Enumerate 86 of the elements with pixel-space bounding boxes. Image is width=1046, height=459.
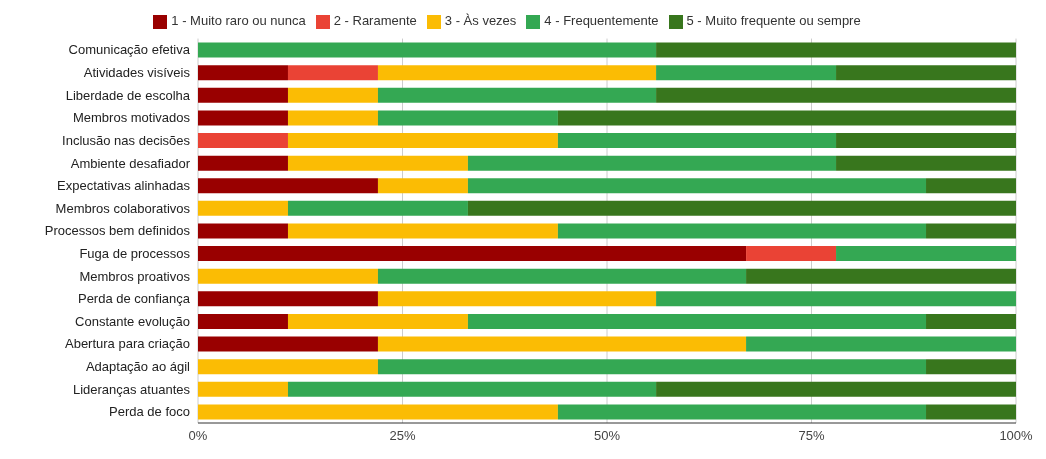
y-tick-label: Comunicação efetiva bbox=[68, 42, 191, 58]
y-tick-label: Membros motivados bbox=[72, 110, 191, 126]
bar bbox=[656, 291, 1016, 307]
bar bbox=[198, 42, 657, 58]
bar bbox=[287, 200, 468, 216]
bar bbox=[926, 178, 1016, 194]
y-tick-label: Ambiente desafiador bbox=[70, 155, 191, 171]
y-tick-label: Membros proativos bbox=[79, 268, 191, 284]
bar bbox=[836, 133, 1016, 149]
bar bbox=[198, 200, 288, 216]
legend-label: 1 - Muito raro ou nunca bbox=[171, 13, 306, 28]
y-tick-label: Perda de foco bbox=[109, 404, 190, 420]
bar bbox=[377, 336, 747, 352]
bar bbox=[656, 65, 837, 81]
bar bbox=[198, 110, 288, 126]
bar bbox=[926, 313, 1016, 329]
bar bbox=[198, 87, 288, 103]
bar bbox=[656, 42, 1016, 58]
bar bbox=[287, 87, 378, 103]
bar bbox=[198, 223, 288, 239]
bar bbox=[198, 133, 288, 149]
x-tick-label: 0% bbox=[188, 428, 208, 444]
bar bbox=[836, 155, 1016, 171]
bar bbox=[198, 313, 288, 329]
bar bbox=[198, 381, 288, 397]
bar bbox=[467, 313, 927, 329]
x-tick-label: 50% bbox=[593, 428, 621, 444]
bar bbox=[557, 133, 837, 149]
y-tick-label: Adaptação ao ágil bbox=[85, 359, 191, 375]
bar bbox=[656, 381, 1016, 397]
legend-label: 2 - Raramente bbox=[333, 13, 417, 28]
bar bbox=[198, 155, 288, 171]
y-tick-label: Expectativas alinhadas bbox=[57, 178, 191, 194]
bar bbox=[557, 404, 927, 420]
bar bbox=[287, 65, 378, 81]
bar bbox=[198, 404, 558, 420]
bar bbox=[377, 291, 657, 307]
bar bbox=[198, 336, 378, 352]
bar bbox=[467, 178, 927, 194]
bar bbox=[198, 291, 378, 307]
x-tick-label: 100% bbox=[999, 428, 1034, 444]
bar bbox=[377, 87, 657, 103]
y-tick-label: Fuga de processos bbox=[79, 246, 191, 262]
y-tick-label: Inclusão nas decisões bbox=[62, 132, 191, 148]
bar bbox=[836, 65, 1016, 81]
bar bbox=[287, 223, 558, 239]
bar bbox=[746, 268, 1016, 284]
bar bbox=[198, 359, 378, 375]
bar bbox=[467, 155, 837, 171]
bar bbox=[926, 404, 1016, 420]
bar bbox=[926, 359, 1016, 375]
x-tick-label: 75% bbox=[798, 428, 825, 444]
bar bbox=[287, 313, 468, 329]
y-tick-label: Liberdade de escolha bbox=[65, 87, 191, 103]
bar bbox=[287, 110, 378, 126]
y-tick-label: Processos bem definidos bbox=[44, 223, 191, 239]
y-tick-label: Membros colaborativos bbox=[55, 200, 191, 216]
bar bbox=[926, 223, 1016, 239]
legend-label: 4 - Frequentemente bbox=[544, 13, 659, 28]
y-tick-label: Lideranças atuantes bbox=[72, 381, 191, 397]
bar bbox=[557, 223, 927, 239]
bar bbox=[377, 178, 468, 194]
bar bbox=[746, 336, 1016, 352]
bar bbox=[746, 246, 837, 262]
bar bbox=[377, 359, 927, 375]
bar bbox=[287, 381, 657, 397]
bar bbox=[377, 268, 747, 284]
y-tick-label: Constante evolução bbox=[75, 313, 190, 329]
x-tick-label: 25% bbox=[389, 428, 416, 444]
legend-label: 3 - Às vezes bbox=[444, 13, 517, 28]
bar bbox=[287, 133, 558, 149]
bar bbox=[198, 65, 288, 81]
legend-label: 5 - Muito frequente ou sempre bbox=[686, 13, 861, 28]
y-tick-label: Perda de confiança bbox=[77, 291, 191, 307]
bar bbox=[656, 87, 1016, 103]
bar bbox=[467, 200, 1016, 216]
bar bbox=[287, 155, 468, 171]
bar bbox=[377, 65, 657, 81]
bar bbox=[557, 110, 1016, 126]
bar bbox=[198, 178, 378, 194]
bar bbox=[198, 246, 747, 262]
bar bbox=[198, 268, 378, 284]
y-tick-label: Abertura para criação bbox=[64, 336, 190, 352]
y-tick-label: Atividades visíveis bbox=[83, 65, 191, 81]
bar bbox=[836, 246, 1016, 262]
bar bbox=[377, 110, 558, 126]
